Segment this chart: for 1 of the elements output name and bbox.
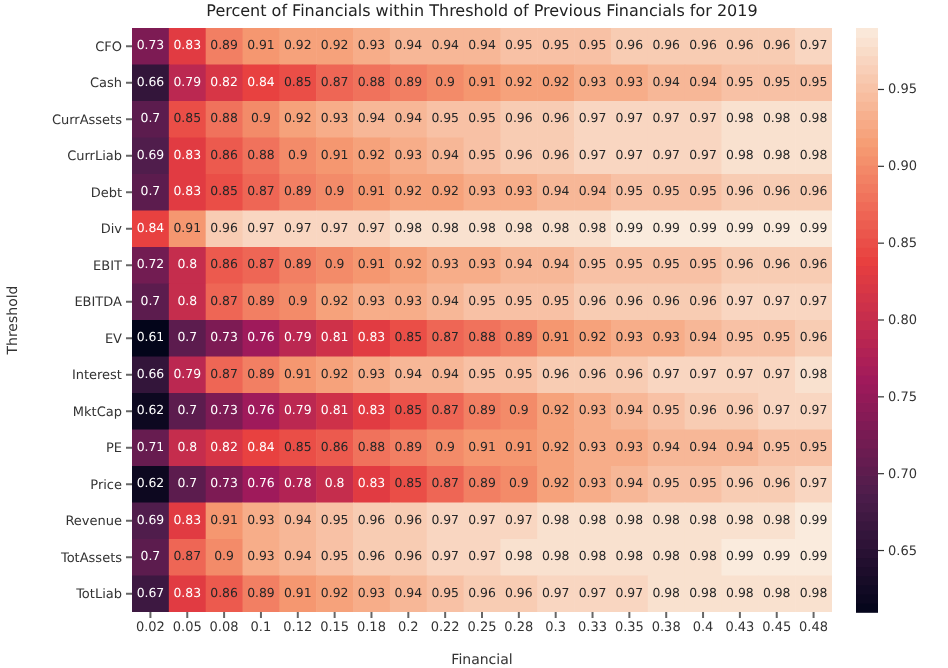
- chart-title: Percent of Financials within Threshold of Previous Financials for 2019: [204, 2, 760, 20]
